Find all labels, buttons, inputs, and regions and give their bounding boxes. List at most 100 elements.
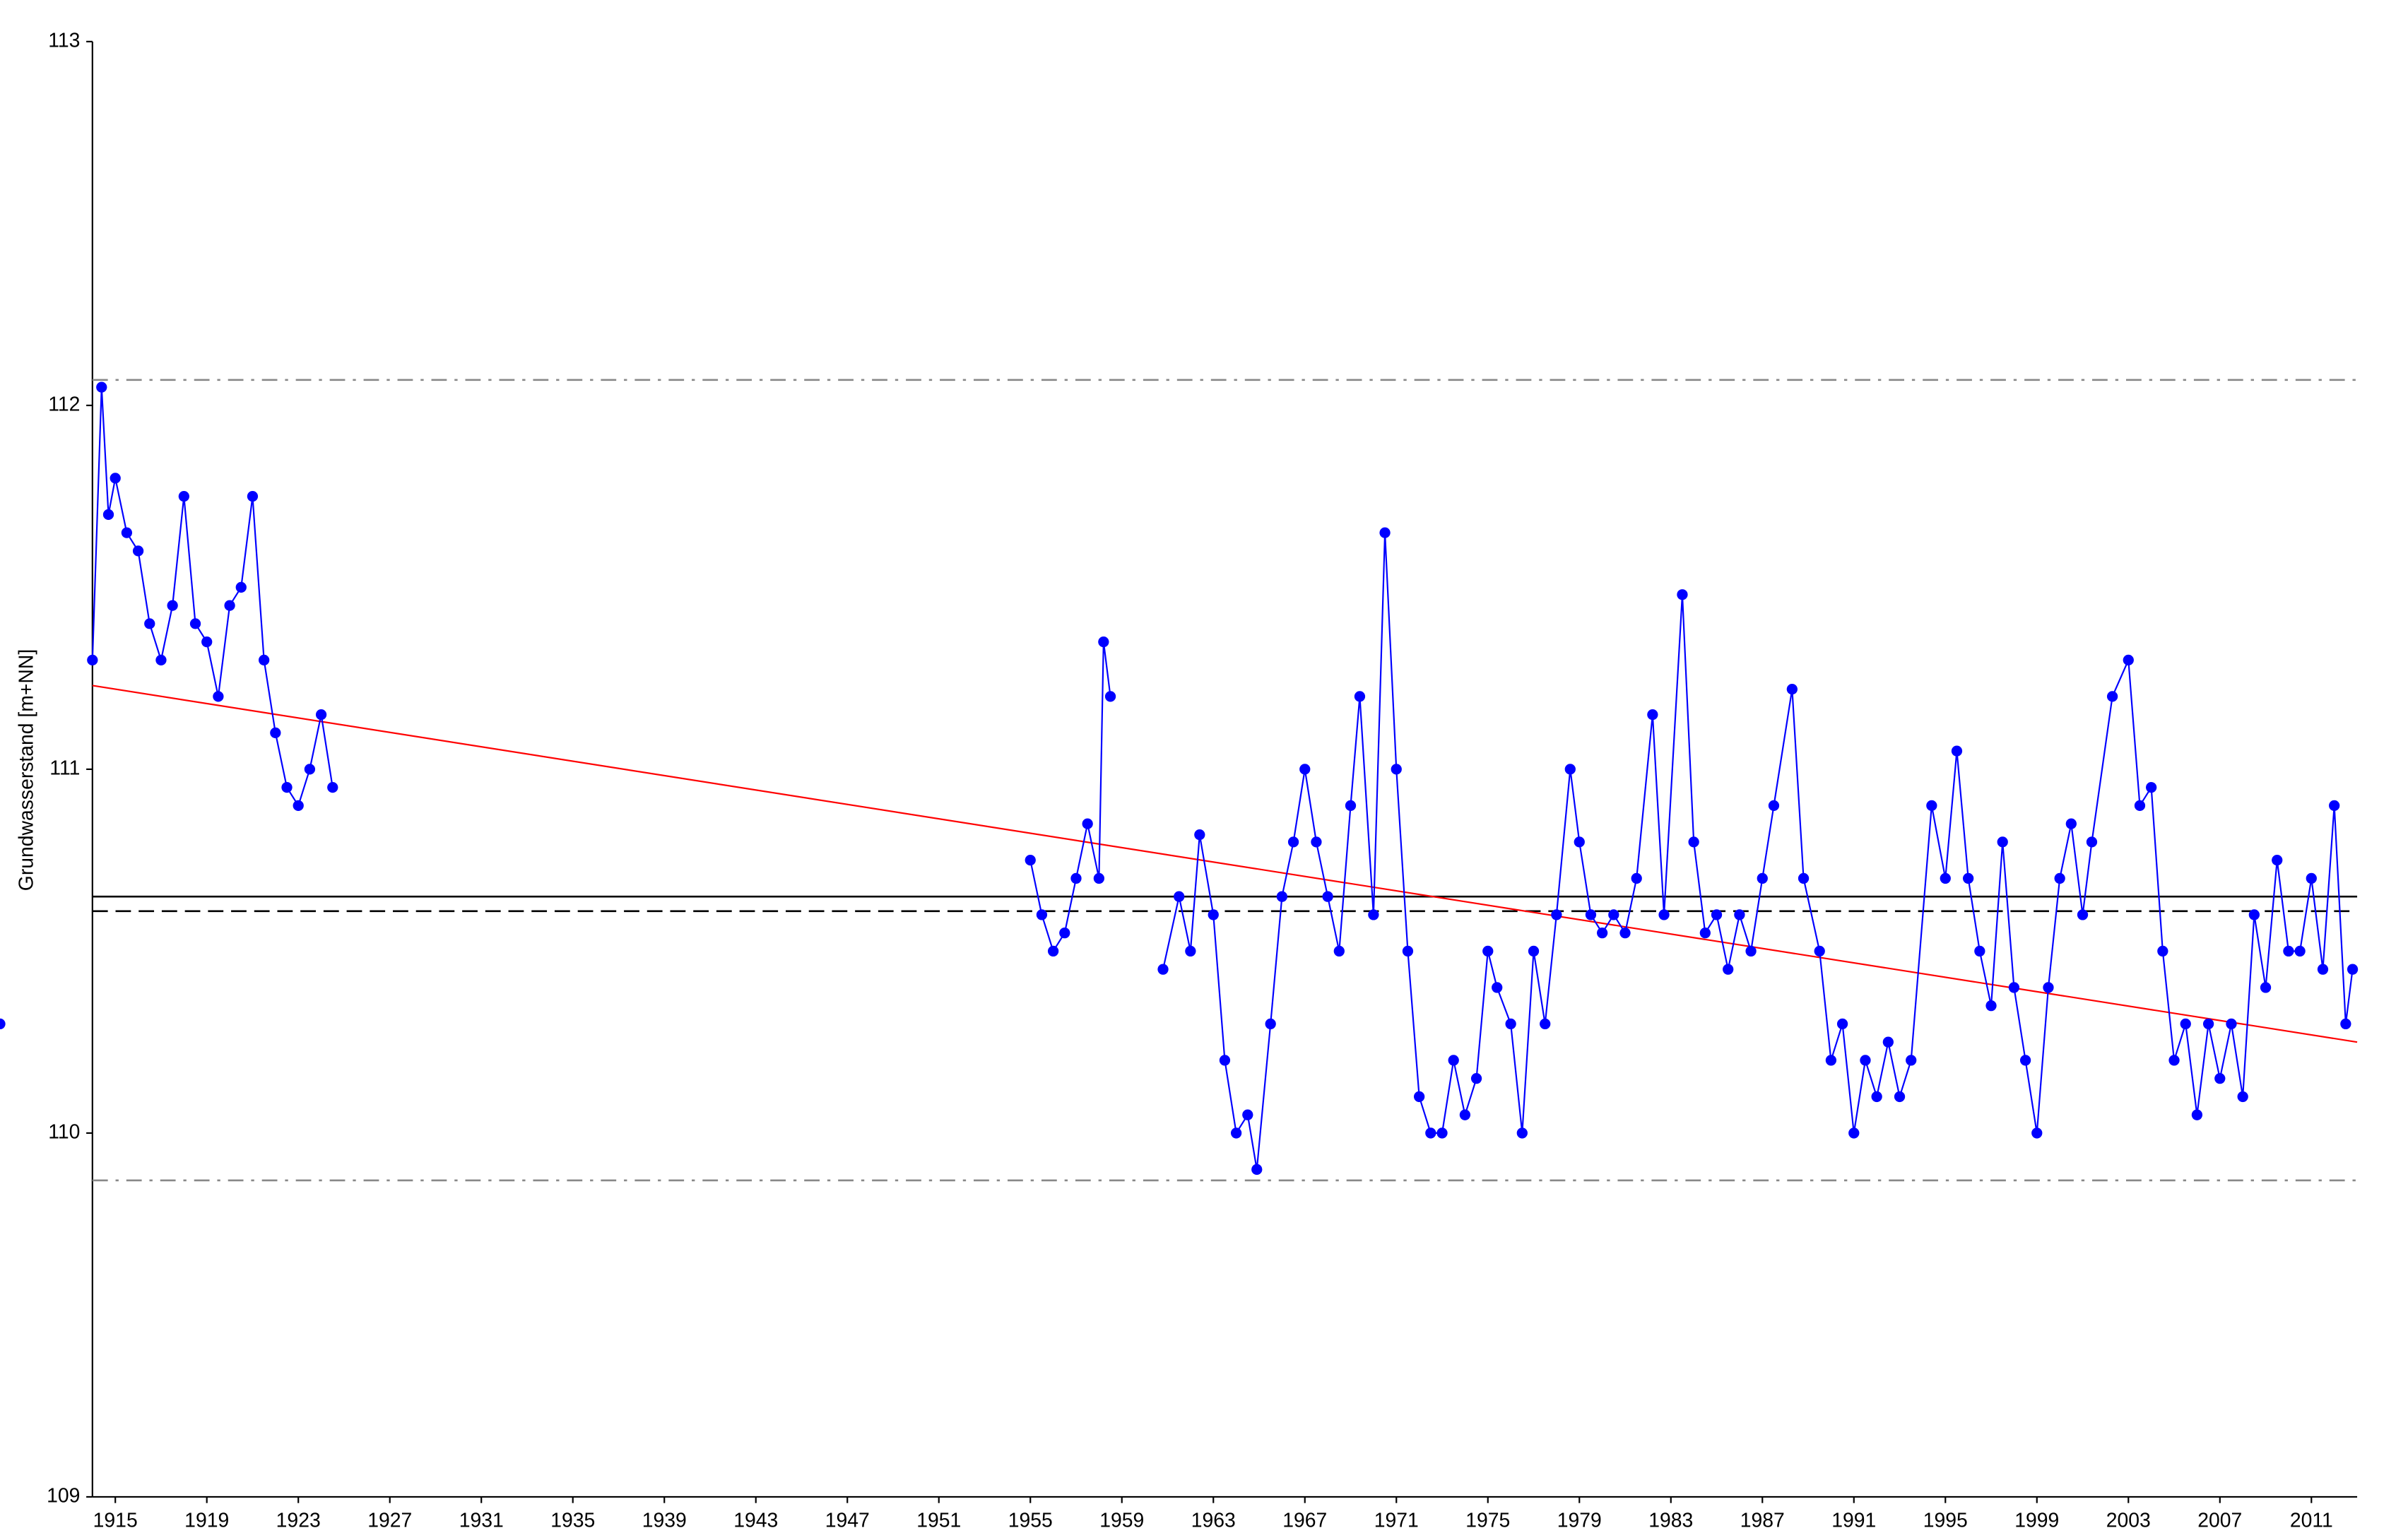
- data-point: [224, 600, 235, 611]
- data-point: [1104, 691, 1116, 702]
- data-point: [2180, 1018, 2191, 1030]
- data-point: [1436, 1127, 1448, 1139]
- data-point: [2347, 964, 2359, 975]
- data-point: [2168, 1055, 2180, 1066]
- x-tick-label: 1959: [1099, 1509, 1144, 1532]
- x-tick-label: 1943: [733, 1509, 778, 1532]
- data-point: [2123, 654, 2134, 666]
- data-point: [1723, 964, 1734, 975]
- data-point: [167, 600, 178, 611]
- x-tick-label: 1999: [2014, 1509, 2059, 1532]
- data-point: [2086, 836, 2098, 848]
- x-tick-label: 1915: [93, 1509, 138, 1532]
- data-point: [144, 618, 155, 629]
- data-point: [1098, 636, 1109, 648]
- data-point: [1940, 872, 1951, 884]
- data-point: [235, 581, 247, 593]
- data-point: [1711, 909, 1723, 920]
- data-point: [1157, 964, 1169, 975]
- x-tick-label: 1983: [1648, 1509, 1693, 1532]
- data-point: [1658, 909, 1670, 920]
- data-point: [1677, 589, 1688, 600]
- data-point: [1265, 1018, 1276, 1030]
- x-tick-label: 1927: [367, 1509, 412, 1532]
- y-tick-label: 111: [49, 757, 80, 779]
- data-point: [2294, 945, 2306, 957]
- data-point: [96, 381, 107, 393]
- data-point: [2272, 855, 2283, 866]
- data-point: [2283, 945, 2294, 957]
- data-point: [1251, 1163, 1263, 1175]
- data-point: [87, 654, 98, 666]
- x-tick-label: 1971: [1374, 1509, 1419, 1532]
- data-point: [1287, 836, 1299, 848]
- data-point: [1540, 1018, 1551, 1030]
- data-point: [1825, 1055, 1837, 1066]
- data-point: [1391, 764, 1402, 775]
- data-point: [2226, 1018, 2237, 1030]
- x-tick-label: 2003: [2106, 1509, 2151, 1532]
- x-tick-label: 1979: [1557, 1509, 1602, 1532]
- x-tick-label: 1935: [550, 1509, 595, 1532]
- data-point: [2043, 982, 2054, 993]
- x-tick-label: 1991: [1831, 1509, 1876, 1532]
- data-point: [1402, 945, 1414, 957]
- data-point: [1505, 1018, 1516, 1030]
- x-tick-label: 1951: [916, 1509, 961, 1532]
- data-point: [1585, 909, 1597, 920]
- data-point: [1354, 691, 1366, 702]
- data-point: [1551, 909, 1562, 920]
- data-point: [1757, 872, 1768, 884]
- data-point: [2340, 1018, 2351, 1030]
- data-point: [189, 618, 201, 629]
- x-tick-label: 1939: [642, 1509, 687, 1532]
- data-point: [1798, 872, 1810, 884]
- data-point: [1093, 872, 1104, 884]
- data-point: [102, 509, 114, 521]
- data-point: [1516, 1127, 1528, 1139]
- data-point: [2214, 1073, 2226, 1084]
- data-point: [1208, 909, 1219, 920]
- data-point: [1036, 909, 1048, 920]
- data-point: [201, 636, 213, 648]
- data-point: [1647, 709, 1658, 721]
- y-axis-label: Grundwasserstand [m+NN]: [16, 649, 38, 891]
- x-tick-label: 2011: [2290, 1509, 2333, 1532]
- x-tick-label: 1923: [276, 1509, 321, 1532]
- x-tick-label: 1987: [1740, 1509, 1785, 1532]
- data-point: [1894, 1091, 1906, 1103]
- data-point: [1322, 891, 1333, 902]
- data-point: [1276, 891, 1288, 902]
- x-tick-label: 1963: [1191, 1509, 1236, 1532]
- data-point: [1631, 872, 1642, 884]
- data-point: [2202, 1018, 2214, 1030]
- x-tick-label: 1975: [1465, 1509, 1510, 1532]
- data-point: [1333, 945, 1345, 957]
- data-point: [155, 654, 167, 666]
- data-point: [213, 691, 224, 702]
- data-point: [132, 545, 144, 557]
- trend-line: [92, 685, 2358, 1043]
- data-point: [1459, 1109, 1471, 1120]
- data-point: [2260, 982, 2272, 993]
- y-tick-label: 109: [47, 1484, 80, 1507]
- data-point: [2329, 800, 2340, 812]
- data-point: [281, 782, 293, 793]
- x-tick-label: 1931: [459, 1509, 504, 1532]
- x-tick-label: 2007: [2197, 1509, 2242, 1532]
- data-point: [1619, 928, 1631, 939]
- data-point: [1906, 1055, 1917, 1066]
- data-point: [1985, 1000, 1997, 1012]
- data-point: [1768, 800, 1780, 812]
- data-point: [1528, 945, 1540, 957]
- data-point: [1219, 1055, 1231, 1066]
- data-point: [1230, 1127, 1242, 1139]
- data-point: [1699, 928, 1711, 939]
- data-point: [270, 727, 281, 739]
- data-point: [2248, 909, 2260, 920]
- data-point: [1379, 527, 1391, 538]
- data-point: [315, 709, 327, 721]
- data-point: [1574, 836, 1585, 848]
- data-point: [2077, 909, 2089, 920]
